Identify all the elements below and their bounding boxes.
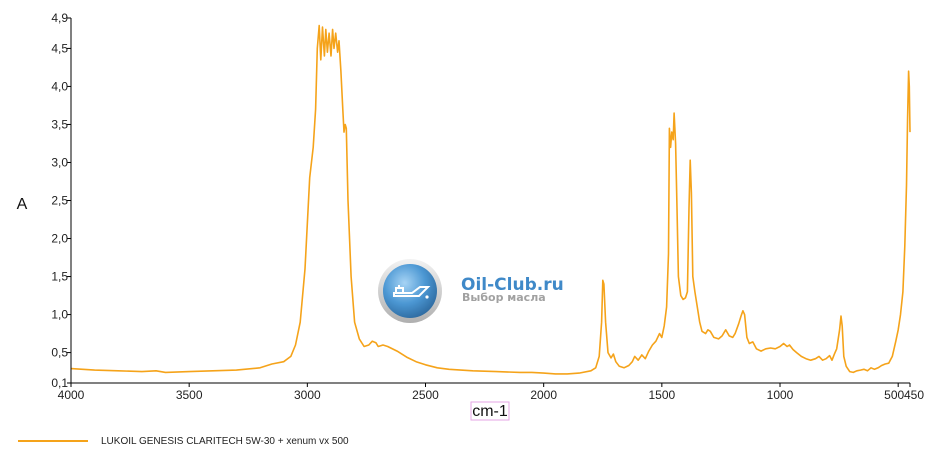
oil-can-icon [393,285,431,299]
watermark-title: Oil-Club.ru [461,275,564,295]
x-tick-label: 1500 [648,388,675,402]
watermark: Oil-Club.ru Выбор масла [378,259,564,323]
axes [70,18,910,384]
y-tick-label: 4,0 [51,79,68,93]
y-tick-label: 0,1 [51,376,68,390]
watermark-subtitle: Выбор масла [462,291,546,304]
y-tick-label: 1,5 [51,270,68,284]
x-tick-label: 3500 [176,388,203,402]
x-tick-label: 2500 [412,388,439,402]
x-tick-label: 3000 [294,388,321,402]
x-tick-label: 4000 [58,388,85,402]
legend: LUKOIL GENESIS CLARITECH 5W-30 + xenum v… [18,436,349,447]
y-tick-label: 3,5 [51,117,68,131]
y-tick-label: 1,0 [51,308,68,322]
y-tick-label: 4,9 [51,11,68,25]
x-axis-title: cm-1 [472,403,508,420]
series-layer [70,24,911,375]
x-tick-label: 450 [904,388,924,402]
x-ticks: 4000 3500 3000 2500 2000 1500 1000 500 450 [58,383,924,402]
spectrum-line-series-0 [70,24,911,375]
watermark-disc [383,264,437,318]
y-tick-label: 0,5 [51,346,68,360]
x-tick-label: 1000 [767,388,794,402]
y-tick-label: 2,5 [51,194,68,208]
y-tick-label: 2,0 [51,232,68,246]
x-tick-label: 500 [884,388,904,402]
y-ticks: 0,1 0,5 1,0 1,5 2,0 2,5 3,0 3,5 4,0 4,5 4,9 [51,11,71,390]
legend-label: LUKOIL GENESIS CLARITECH 5W-30 + xenum v… [101,436,349,447]
x-axis-title-frame [470,401,510,421]
y-axis-title: A [17,196,28,213]
x-tick-label: 2000 [530,388,557,402]
y-tick-label: 4,5 [51,41,68,55]
y-tick-label: 3,0 [51,155,68,169]
